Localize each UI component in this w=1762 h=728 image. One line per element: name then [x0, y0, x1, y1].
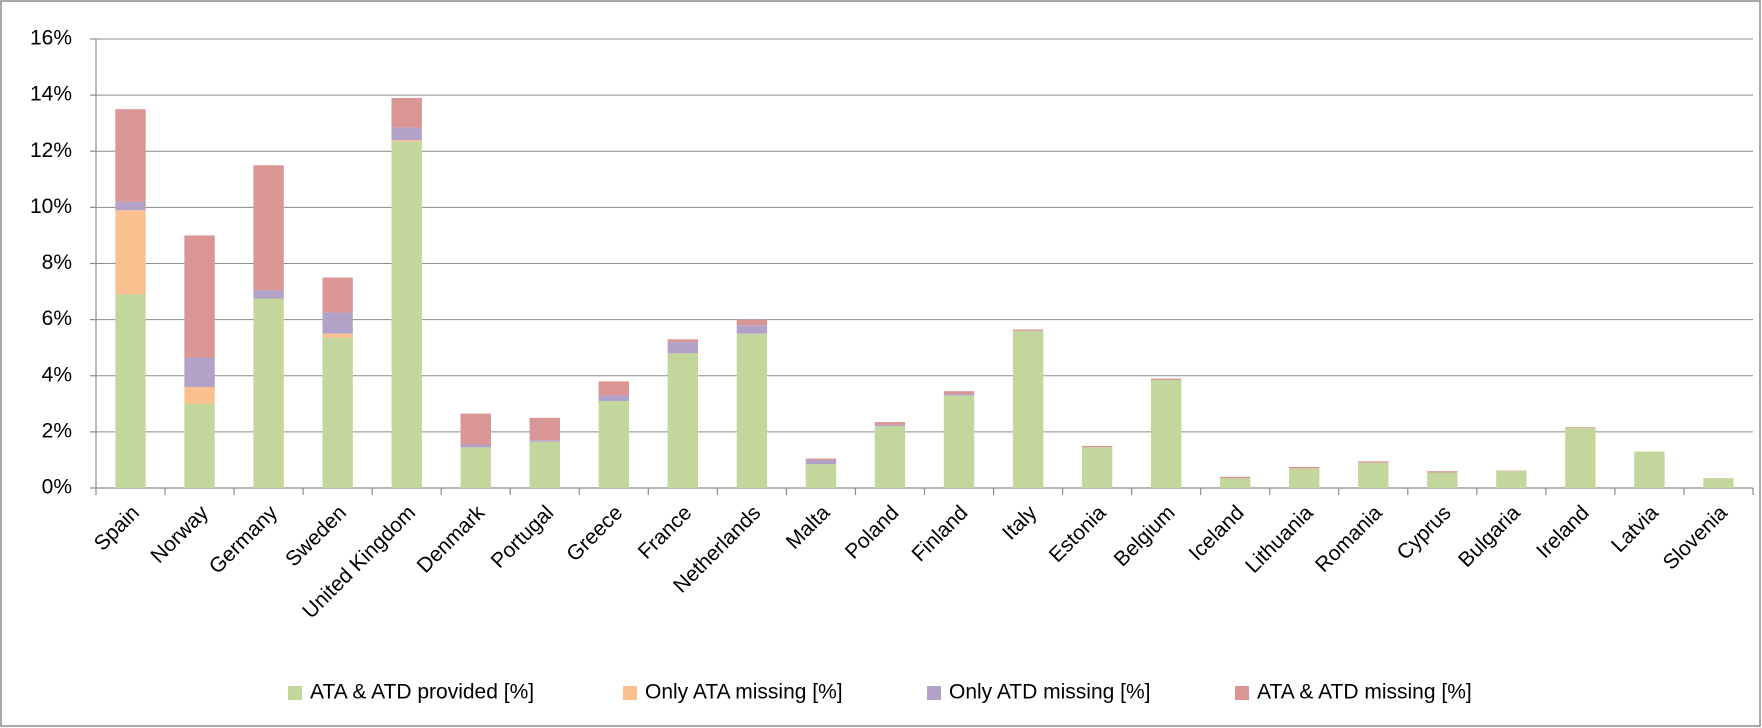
bar-segment [184, 235, 215, 358]
bar-segment [322, 277, 353, 313]
bar-segment [391, 97, 422, 128]
bar-segment [1634, 451, 1665, 488]
legend-label: ATA & ATD missing [%] [1257, 681, 1472, 704]
bar-segment [667, 353, 699, 488]
bar-segment [874, 424, 906, 427]
bar-segment [529, 440, 560, 442]
legend-swatch [623, 686, 637, 700]
bar-segment [598, 395, 630, 402]
bar-segment [1012, 330, 1044, 488]
bar-segment [1150, 379, 1182, 488]
bar-segment [805, 458, 837, 460]
bar-segment [115, 109, 146, 202]
bar-segment [598, 401, 630, 488]
y-tick-label: 6% [42, 307, 72, 330]
bar-segment [1427, 472, 1458, 488]
bar-segment [736, 319, 768, 326]
bar-segment [460, 444, 491, 448]
y-tick-label: 4% [42, 363, 72, 386]
bar-segment [1358, 462, 1389, 488]
bar-segment [1219, 476, 1251, 479]
legend-swatch [1235, 686, 1249, 700]
y-tick-label: 8% [42, 251, 72, 274]
bar-segment [391, 140, 422, 142]
y-tick-label: 2% [42, 419, 72, 442]
legend-swatch [288, 686, 302, 700]
bar-segment [184, 386, 215, 404]
bar-segment [805, 464, 837, 488]
bar-segment [943, 393, 975, 396]
bar-segment [1219, 478, 1251, 488]
bar-segment [184, 403, 215, 488]
bar-segment [115, 210, 146, 295]
bar-segment [874, 422, 906, 425]
bar-segment [460, 413, 491, 445]
bar-segment [529, 417, 560, 441]
bar-segment [253, 298, 284, 488]
bar-segment [943, 395, 975, 488]
bar-segment [322, 312, 353, 334]
bar-segment [322, 333, 353, 338]
bar-segment [115, 201, 146, 211]
bar-segment [805, 459, 837, 465]
bar-segment [1703, 478, 1734, 488]
bar-segment [1496, 471, 1527, 488]
bar-segment [1358, 461, 1389, 463]
bar-segment [529, 441, 560, 488]
bar-segment [943, 391, 975, 394]
y-tick-label: 14% [30, 83, 72, 106]
bar-segment [391, 127, 422, 141]
legend-label: Only ATD missing [%] [949, 681, 1151, 704]
bar-segment [1289, 466, 1320, 469]
y-tick-label: 16% [30, 27, 72, 50]
bar-segment [667, 342, 699, 354]
bar-segment [1427, 471, 1458, 473]
legend-label: ATA & ATD provided [%] [310, 681, 534, 704]
bar-segment [1289, 468, 1320, 488]
bar-segment [874, 426, 906, 488]
bar-segment [736, 333, 768, 488]
bar-segment [115, 294, 146, 488]
bar-segment [667, 339, 699, 343]
bar-segment [598, 381, 630, 396]
bar-segment [1565, 427, 1596, 488]
bar-segment [1565, 427, 1596, 428]
bar-segment [253, 165, 284, 291]
legend-label: Only ATA missing [%] [645, 681, 843, 704]
bar-segment [322, 337, 353, 488]
bar-segment [1150, 378, 1182, 380]
y-tick-label: 0% [42, 476, 72, 499]
bar-segment [253, 290, 284, 299]
bar-segment [1496, 470, 1527, 472]
bar-segment [736, 325, 768, 334]
legend-swatch [927, 686, 941, 700]
bar-segment [184, 357, 215, 387]
bar-segment [460, 447, 491, 488]
bar-segment [1012, 329, 1044, 331]
y-tick-label: 12% [30, 139, 72, 162]
bar-segment [1081, 447, 1113, 488]
bar-segment [1081, 445, 1113, 448]
bar-segment [391, 141, 422, 488]
y-tick-label: 10% [30, 195, 72, 218]
